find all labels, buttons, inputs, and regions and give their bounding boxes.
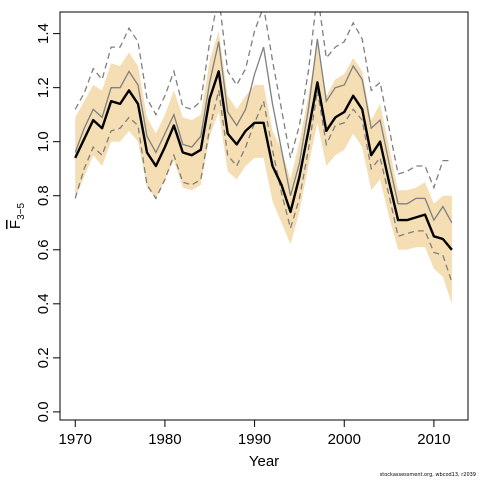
x-tick-label: 1970 bbox=[59, 431, 92, 448]
x-tick-label: 1990 bbox=[238, 431, 271, 448]
source-credit: stockassessment.org, wbcod13, r2039 bbox=[379, 472, 476, 478]
y-tick-label-group: 0.6 bbox=[35, 239, 52, 260]
y-tick-label: 0.6 bbox=[35, 239, 52, 260]
y-tick-label-group: 1.0 bbox=[35, 131, 52, 152]
y-tick-label-group: 0.2 bbox=[35, 347, 52, 368]
y-tick-label: 0.2 bbox=[35, 347, 52, 368]
y-axis: 0.0 0.2 0.4 0.6 0.8 1.0 1.2 1.4 bbox=[35, 23, 60, 422]
series-line-estimate bbox=[74, 70, 453, 251]
plot-frame bbox=[59, 11, 469, 421]
y-axis-title: F3−5 bbox=[7, 202, 27, 229]
x-axis-title: Year bbox=[249, 453, 279, 470]
y-tick-label-group: 0.4 bbox=[35, 293, 52, 314]
y-axis-title-main: F bbox=[7, 220, 24, 229]
y-tick-label: 1.4 bbox=[35, 23, 52, 44]
series-line-retro-estimate bbox=[74, 38, 453, 224]
y-tick-label: 0.0 bbox=[35, 401, 52, 422]
series-line-retro-upper bbox=[74, 12, 452, 190]
y-tick-label: 1.2 bbox=[35, 77, 52, 98]
plot-area bbox=[74, 12, 453, 304]
y-tick-label-group: 1.4 bbox=[35, 23, 52, 44]
x-axis: 1970 1980 1990 2000 2010 bbox=[59, 420, 451, 448]
y-tick-label: 1.0 bbox=[35, 131, 52, 152]
y-tick-label-group: 0.8 bbox=[35, 185, 52, 206]
x-tick-label: 1980 bbox=[148, 431, 181, 448]
y-tick-label: 0.4 bbox=[35, 293, 52, 314]
y-tick-label-group: 1.2 bbox=[35, 77, 52, 98]
x-tick-label: 2010 bbox=[417, 431, 450, 448]
y-axis-title-sub: 3−5 bbox=[16, 202, 27, 219]
y-tick-label: 0.8 bbox=[35, 185, 52, 206]
svg-text:F3−5: F3−5 bbox=[7, 202, 27, 229]
confidence-band bbox=[75, 30, 452, 304]
x-tick-label: 2000 bbox=[328, 431, 361, 448]
y-tick-label-group: 0.0 bbox=[35, 401, 52, 422]
